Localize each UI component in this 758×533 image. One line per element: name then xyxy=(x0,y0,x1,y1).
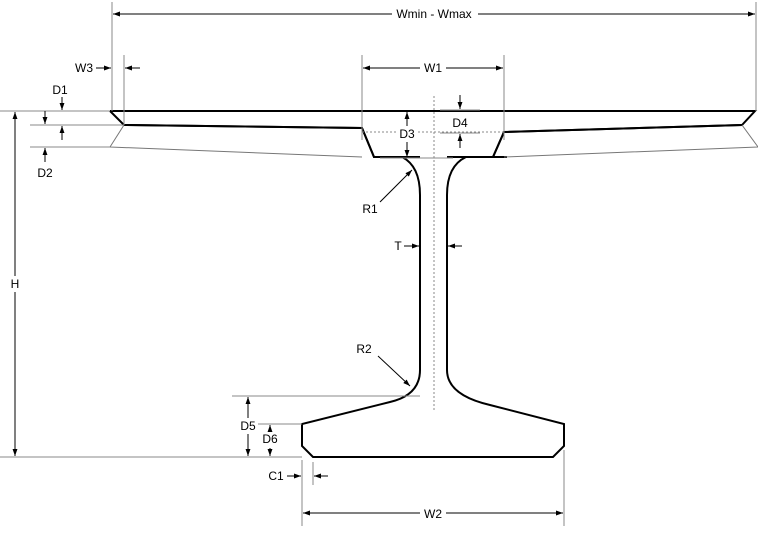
t-label: T xyxy=(394,239,402,253)
girder-section-outline xyxy=(123,124,743,458)
d2-label: D2 xyxy=(37,166,53,180)
h-label: H xyxy=(11,277,20,291)
w1-label: W1 xyxy=(424,61,442,75)
d1-label: D1 xyxy=(52,83,68,97)
d4-label: D4 xyxy=(452,116,468,130)
dimension-lines xyxy=(12,11,755,516)
deck-underside-guide xyxy=(109,124,758,158)
w3-label: W3 xyxy=(75,61,93,75)
r1-leader xyxy=(379,169,413,203)
dimension-labels: Wmin - Wmax W1 W3 W2 C1 H D1 D2 D3 D4 D5… xyxy=(6,6,478,521)
d5-label: D5 xyxy=(240,419,256,433)
d6-label: D6 xyxy=(262,432,278,446)
w2-label: W2 xyxy=(424,507,442,521)
r2-label: R2 xyxy=(356,342,372,356)
c1-label: C1 xyxy=(268,469,284,483)
r2-leader xyxy=(377,355,411,387)
r1-label: R1 xyxy=(362,202,378,216)
top-flange-outline xyxy=(109,110,758,158)
d3-label: D3 xyxy=(399,127,415,141)
width-range-label: Wmin - Wmax xyxy=(396,7,471,21)
